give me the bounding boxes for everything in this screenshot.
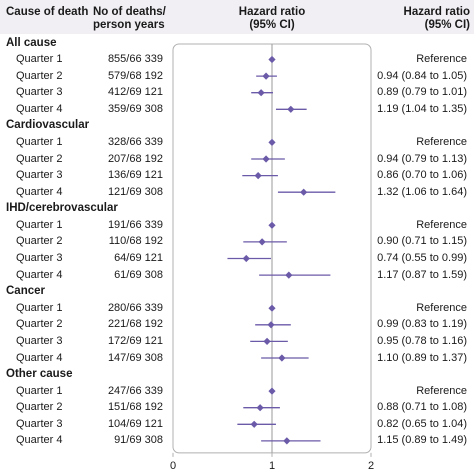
row-quarter-label: Quarter 3 [16, 334, 63, 347]
hr-point-marker [242, 254, 250, 263]
deaths-header-line2: person years [93, 19, 165, 31]
x-tick-label: 1 [269, 460, 275, 472]
row-quarter-label: Quarter 2 [16, 235, 63, 248]
row-hr-text: 0.82 (0.65 to 1.04) [377, 417, 467, 430]
row-quarter-label: Quarter 1 [16, 53, 63, 65]
row-quarter-label: Quarter 3 [16, 417, 63, 430]
row-hr-text: 0.94 (0.84 to 1.05) [377, 69, 467, 82]
hr-plot-header-line2: (95% CI) [249, 19, 295, 31]
row-deaths-value: 64/69 121 [114, 252, 163, 264]
row-quarter-label: Quarter 4 [16, 185, 63, 198]
row-hr-text: Reference [416, 135, 467, 148]
row-deaths-value: 172/69 121 [107, 334, 163, 347]
hr-point-marker [268, 387, 276, 395]
hr-point-marker [267, 321, 275, 329]
row-hr-text: Reference [416, 301, 467, 314]
row-quarter-label: Quarter 1 [16, 218, 63, 231]
row-deaths-value: 207/68 192 [107, 152, 163, 165]
hr-point-marker [268, 55, 276, 64]
cause-of-death-header: Cause of death [6, 6, 89, 18]
hr-point-marker [268, 304, 276, 312]
row-quarter-label: Quarter 3 [16, 252, 63, 264]
row-hr-text: 1.15 (0.89 to 1.49) [377, 434, 467, 447]
row-deaths-value: 151/68 192 [107, 401, 163, 414]
row-deaths-value: 147/69 308 [107, 351, 163, 364]
hr-point-marker [268, 138, 276, 146]
hr-point-marker [278, 354, 286, 362]
group-label: IHD/cerebrovascular [6, 202, 118, 215]
row-quarter-label: Quarter 3 [16, 169, 63, 182]
row-hr-text: 0.88 (0.71 to 1.08) [377, 401, 467, 414]
row-hr-text: 0.74 (0.55 to 0.99) [377, 252, 467, 264]
row-hr-text: 1.32 (1.06 to 1.64) [377, 185, 467, 198]
row-hr-text: 1.19 (1.04 to 1.35) [377, 102, 467, 115]
hr-text-header-line1: Hazard ratio [403, 6, 470, 18]
row-deaths-value: 221/68 192 [107, 318, 163, 331]
hr-point-marker [250, 420, 258, 428]
row-deaths-value: 412/69 121 [107, 86, 163, 99]
row-hr-text: 0.95 (0.78 to 1.16) [377, 334, 467, 347]
row-quarter-label: Quarter 4 [16, 268, 63, 281]
group-label: All cause [6, 36, 57, 49]
row-deaths-value: 136/69 121 [107, 169, 163, 182]
row-deaths-value: 110/68 192 [108, 235, 163, 248]
hr-point-marker [257, 89, 265, 97]
row-deaths-value: 855/66 339 [107, 53, 163, 65]
hr-point-marker [258, 238, 266, 246]
row-deaths-value: 61/69 308 [114, 268, 163, 281]
row-deaths-value: 91/69 308 [114, 434, 163, 447]
row-quarter-label: Quarter 1 [16, 384, 63, 397]
row-quarter-label: Quarter 2 [16, 152, 63, 165]
hr-point-marker [283, 437, 291, 445]
row-hr-text: Reference [416, 384, 467, 397]
hr-text-header-line2: (95% CI) [424, 19, 470, 31]
table-header: Cause of death No of deaths/ person year… [0, 0, 474, 34]
row-deaths-value: 579/68 192 [107, 69, 163, 82]
row-deaths-value: 191/66 339 [107, 218, 163, 231]
hr-point-marker [262, 155, 270, 163]
hr-point-marker [254, 172, 262, 180]
row-deaths-value: 280/66 339 [107, 301, 163, 314]
row-quarter-label: Quarter 2 [16, 69, 63, 82]
row-hr-text: 0.90 (0.71 to 1.15) [377, 235, 467, 248]
hr-point-marker [262, 72, 270, 80]
hr-point-marker [256, 404, 264, 412]
row-quarter-label: Quarter 2 [16, 318, 63, 331]
row-hr-text: 0.99 (0.83 to 1.19) [377, 318, 467, 331]
row-deaths-value: 104/69 121 [107, 417, 163, 430]
x-tick-label: 0 [170, 460, 176, 472]
row-deaths-value: 247/66 339 [107, 384, 163, 397]
row-quarter-label: Quarter 1 [16, 301, 63, 314]
row-hr-text: Reference [416, 53, 467, 65]
row-hr-text: Reference [416, 218, 467, 231]
row-hr-text: 0.89 (0.79 to 1.01) [377, 86, 467, 99]
row-quarter-label: Quarter 4 [16, 102, 63, 115]
row-hr-text: 0.86 (0.70 to 1.06) [377, 169, 467, 182]
group-label: Other cause [6, 368, 73, 381]
group-label: Cardiovascular [6, 119, 90, 132]
hr-point-marker [263, 337, 271, 345]
row-quarter-label: Quarter 2 [16, 401, 63, 414]
row-quarter-label: Quarter 3 [16, 86, 63, 99]
hr-point-marker [287, 105, 295, 113]
row-quarter-label: Quarter 4 [16, 434, 63, 447]
row-deaths-value: 121/69 308 [107, 185, 163, 198]
group-label: Cancer [6, 285, 45, 298]
row-deaths-value: 359/69 308 [107, 102, 163, 115]
deaths-header-line1: No of deaths/ [93, 6, 166, 18]
row-deaths-value: 328/66 339 [107, 135, 163, 148]
hr-point-marker [268, 221, 276, 229]
hr-point-marker [300, 188, 308, 196]
x-tick-label: 2 [368, 460, 374, 472]
row-hr-text: 0.94 (0.79 to 1.13) [377, 152, 467, 165]
hr-point-marker [285, 271, 293, 279]
row-quarter-label: Quarter 4 [16, 351, 63, 364]
hr-plot-header-line1: Hazard ratio [238, 6, 306, 18]
row-hr-text: 1.10 (0.89 to 1.37) [377, 351, 467, 364]
row-hr-text: 1.17 (0.87 to 1.59) [377, 268, 467, 281]
row-quarter-label: Quarter 1 [16, 135, 63, 148]
